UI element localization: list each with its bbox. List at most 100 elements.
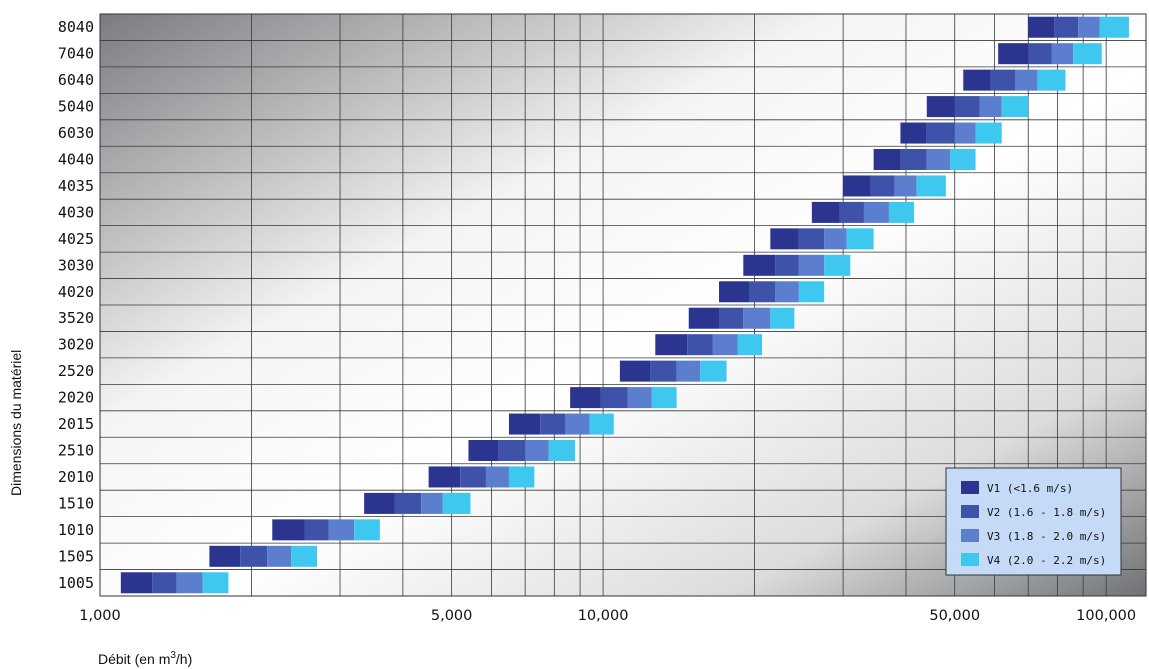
x-axis-title-main: Débit (en m — [98, 651, 170, 667]
y-tick-label: 3520 — [58, 309, 94, 327]
bar-segment-2520-v3 — [676, 360, 701, 382]
y-tick-label: 4040 — [58, 151, 94, 169]
bar-segment-4025-v3 — [824, 228, 847, 250]
y-tick-label: 4035 — [58, 177, 94, 195]
bar-segment-5040-v4 — [1001, 96, 1029, 118]
y-tick-label: 1005 — [58, 574, 94, 592]
bar-segment-4030-v2 — [839, 201, 864, 223]
x-axis-title-end: /h) — [176, 651, 192, 667]
bar-segment-3520-v3 — [743, 307, 771, 329]
bar-segment-8040-v1 — [1028, 16, 1055, 38]
bar-segment-1010-v2 — [304, 519, 329, 541]
bar-segment-4035-v4 — [916, 175, 946, 197]
bar-segment-6040-v2 — [990, 69, 1016, 91]
x-tick-label: 50,000 — [929, 608, 980, 624]
y-tick-label: 1010 — [58, 521, 94, 539]
legend-swatch — [961, 529, 979, 542]
bar-segment-7040-v1 — [998, 43, 1029, 65]
bar-segment-2015-v2 — [540, 413, 565, 435]
bar-segment-6040-v3 — [1015, 69, 1038, 91]
legend-swatch — [961, 553, 979, 566]
bar-segment-3030-v4 — [824, 254, 851, 276]
bar-segment-4020-v1 — [719, 281, 749, 303]
bar-segment-1505-v2 — [240, 545, 268, 567]
legend-items: V1 (<1.6 m/s) V2 (1.6 - 1.8 m/s) V3 (1.8 -… — [961, 481, 1106, 567]
bar-segment-3020-v2 — [687, 334, 713, 356]
bar-segment-1510-v2 — [394, 492, 422, 514]
bar-segment-2010-v3 — [485, 466, 509, 488]
y-tick-label: 3020 — [58, 336, 94, 354]
bar-segment-6030-v2 — [926, 122, 955, 144]
bar-segment-3030-v3 — [798, 254, 825, 276]
bar-segment-1005-v4 — [202, 572, 229, 594]
bar-segment-8040-v3 — [1078, 16, 1100, 38]
legend-swatch — [961, 505, 979, 518]
bar-segment-2010-v2 — [460, 466, 486, 488]
bar-segment-5040-v2 — [954, 96, 980, 118]
x-tick-label: 10,000 — [578, 608, 629, 624]
bar-segment-3030-v1 — [743, 254, 776, 276]
bar-segment-1010-v3 — [328, 519, 355, 541]
bar-segment-8040-v4 — [1099, 16, 1129, 38]
bar-segment-6040-v4 — [1037, 69, 1066, 91]
bar-segment-2020-v4 — [651, 387, 677, 409]
bar-segment-2020-v3 — [627, 387, 652, 409]
bar-segment-2015-v4 — [589, 413, 614, 435]
gridlines — [99, 14, 1146, 596]
bar-segment-4040-v4 — [950, 149, 976, 170]
bar-segment-5040-v1 — [926, 96, 955, 118]
bar-segment-4020-v2 — [748, 281, 776, 303]
bar-segment-3520-v4 — [770, 307, 795, 329]
y-tick-label: 6040 — [58, 71, 94, 89]
bar-segment-4030-v1 — [811, 201, 840, 223]
bar-segment-4025-v4 — [846, 228, 874, 250]
bar-segment-4030-v3 — [863, 201, 889, 223]
bar-segment-5040-v3 — [979, 96, 1002, 118]
bar-segment-7040-v4 — [1073, 43, 1102, 65]
legend-label: V3 (1.8 - 2.0 m/s) — [987, 530, 1106, 543]
bar-segment-3520-v2 — [719, 307, 744, 329]
y-tick-label: 4030 — [58, 203, 94, 221]
bar-segment-2510-v1 — [468, 440, 499, 461]
bar-segment-2015-v3 — [564, 413, 590, 435]
y-tick-label: 1505 — [58, 547, 94, 565]
bar-segment-2020-v1 — [570, 387, 601, 409]
bar-segment-1510-v4 — [442, 492, 471, 514]
legend-label: V1 (<1.6 m/s) — [987, 482, 1073, 495]
y-tick-label: 2015 — [58, 415, 94, 433]
bar-segment-3520-v1 — [688, 307, 720, 329]
bar-segment-2020-v2 — [600, 387, 628, 409]
y-tick-label: 2510 — [58, 442, 94, 460]
bar-segment-1010-v4 — [354, 519, 380, 541]
bar-segment-4035-v2 — [870, 175, 895, 197]
y-tick-label: 3030 — [58, 256, 94, 274]
bar-segment-2010-v4 — [508, 466, 535, 488]
legend-swatch — [961, 481, 979, 494]
legend-label: V4 (2.0 - 2.2 m/s) — [987, 554, 1106, 567]
y-tick-label: 8040 — [58, 18, 94, 36]
x-tick-labels: 1,000 5,000 10,000 50,000 100,000 — [79, 608, 1136, 624]
y-axis-title: Dimensions du matériel — [8, 350, 24, 496]
bar-segment-4020-v4 — [798, 281, 825, 303]
bar-segment-4035-v1 — [843, 175, 871, 197]
y-tick-label: 5040 — [58, 98, 94, 116]
bar-segment-4025-v2 — [798, 228, 825, 250]
x-tick-label: 5,000 — [431, 608, 473, 624]
bar-segment-2520-v1 — [619, 360, 651, 382]
bar-segment-2520-v4 — [700, 360, 727, 382]
bar-segment-6030-v4 — [975, 122, 1002, 144]
bar-segment-7040-v3 — [1051, 43, 1074, 65]
legend: V1 (<1.6 m/s) V2 (1.6 - 1.8 m/s) V3 (1.8 -… — [945, 467, 1122, 576]
bar-segment-3020-v3 — [712, 334, 738, 356]
bar-segment-3020-v1 — [655, 334, 688, 356]
bars — [120, 16, 1129, 594]
bar-segment-4030-v4 — [888, 201, 915, 223]
bar-segment-1505-v1 — [209, 545, 241, 567]
bar-segment-4025-v1 — [770, 228, 799, 250]
bar-segment-6030-v3 — [954, 122, 976, 144]
bar-segment-8040-v2 — [1054, 16, 1079, 38]
x-axis-title: Débit (en m3/h) — [98, 650, 192, 667]
bar-segment-4040-v3 — [926, 149, 951, 170]
bar-segment-2520-v2 — [650, 360, 677, 382]
